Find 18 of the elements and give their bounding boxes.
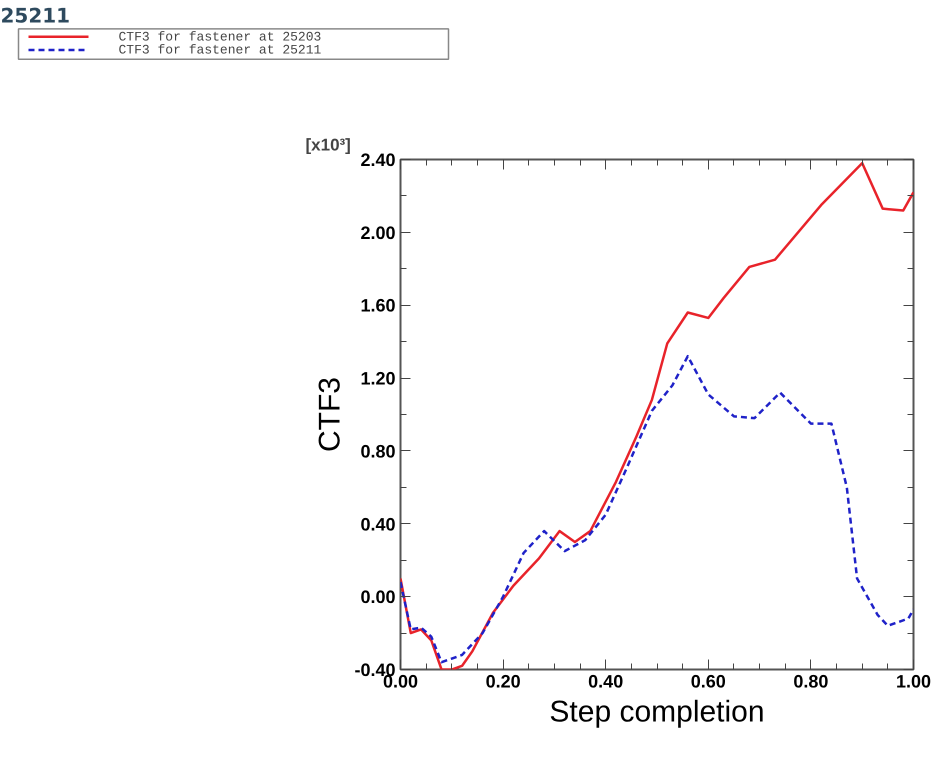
- y-tick-label: 0.00: [360, 587, 396, 608]
- y-tick-label: 2.40: [360, 150, 396, 170]
- y-tick-label: 1.60: [360, 296, 396, 316]
- legend-label: CTF3 for fastener at 25211: [118, 42, 322, 58]
- y-tick-label: 1.20: [360, 368, 396, 389]
- y-tick-label: 0.80: [360, 441, 396, 462]
- x-tick-label: 0.20: [486, 672, 521, 692]
- y-axis-title: CTF3: [313, 377, 346, 452]
- y-tick-label: 0.40: [360, 514, 396, 534]
- x-tick-label: 1.00: [896, 672, 932, 692]
- text: [x10³]: [306, 136, 351, 154]
- x-tick-label: 0.80: [793, 672, 828, 692]
- x-axis-title: Step completion: [549, 696, 765, 728]
- y-tick-label: 2.00: [360, 222, 396, 243]
- x-tick-label: 0.40: [588, 672, 624, 692]
- x-tick-label: 0.60: [690, 672, 726, 692]
- text: 25211: [0, 4, 70, 28]
- legend-label: CTF3 for fastener at 25203: [118, 29, 322, 44]
